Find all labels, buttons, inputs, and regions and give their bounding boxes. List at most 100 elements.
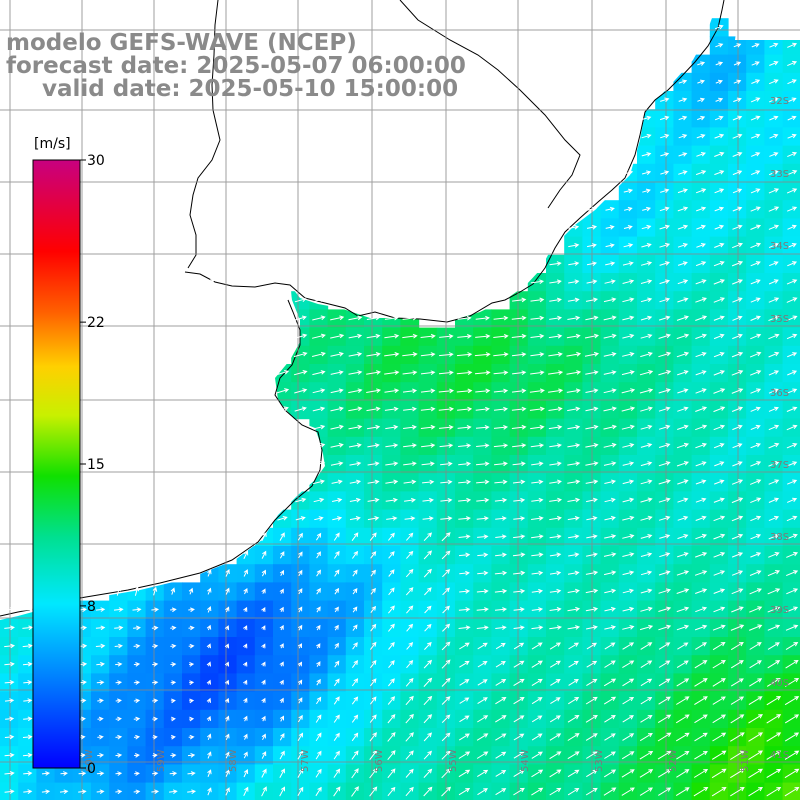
wind-arrow [622, 696, 635, 705]
wind-arrow [750, 497, 762, 504]
wind-arrow [567, 461, 581, 466]
wind-arrow [695, 442, 707, 449]
wind-arrow [423, 786, 433, 797]
wind-arrow [621, 406, 636, 412]
wind-arrow [441, 641, 451, 651]
wind-arrow [585, 696, 598, 705]
wind-arrow [730, 624, 745, 631]
wind-arrow [530, 297, 545, 303]
wind-arrow [751, 152, 761, 157]
wind-arrow [115, 771, 123, 776]
wind-arrow [23, 698, 33, 704]
wind-arrow [713, 606, 726, 613]
wind-arrow [751, 170, 761, 176]
wind-arrow [5, 716, 15, 722]
wind-arrow [715, 43, 724, 48]
wind-arrow [78, 771, 87, 776]
wind-arrow [331, 497, 343, 503]
wind-arrow [768, 552, 780, 558]
wind-arrow [787, 206, 798, 212]
wind-arrow [639, 370, 654, 376]
wind-arrow [733, 79, 742, 85]
title-valid-date: valid date: 2025-05-10 15:00:00 [42, 76, 458, 102]
wind-arrow [402, 352, 418, 357]
wind-arrow [115, 789, 123, 795]
wind-arrow [713, 424, 726, 431]
wind-arrow [297, 786, 304, 797]
wind-arrow [567, 443, 581, 448]
wind-arrow [786, 570, 799, 577]
wind-arrow [439, 334, 454, 339]
wind-arrow [660, 188, 670, 194]
wind-arrow [658, 479, 671, 485]
wind-arrow [695, 552, 708, 558]
wind-arrow [786, 297, 798, 303]
wind-arrow [585, 606, 599, 612]
wind-arrow [784, 696, 800, 706]
wind-arrow [243, 751, 248, 759]
wind-arrow [316, 551, 321, 559]
wind-arrow [787, 352, 798, 358]
wind-arrow [170, 587, 176, 595]
wind-arrow [695, 424, 708, 431]
wind-arrow [22, 607, 34, 612]
wind-arrow [513, 625, 525, 631]
wind-arrow [678, 170, 688, 175]
wind-arrow [695, 352, 707, 358]
wind-arrow [22, 752, 33, 758]
wind-arrow [640, 315, 653, 321]
wind-arrow [695, 297, 707, 303]
wind-arrow [550, 679, 561, 686]
wind-arrow [784, 714, 800, 724]
wind-arrow [640, 660, 653, 669]
wind-arrow [22, 734, 33, 740]
wind-arrow [367, 516, 380, 521]
wind-arrow [386, 516, 398, 521]
wind-arrow [640, 461, 653, 467]
wind-arrow [768, 170, 779, 176]
colorbar-ticks: 0 8 15 22 30 [80, 153, 105, 777]
wind-arrow [714, 115, 724, 121]
wind-arrow [388, 641, 395, 650]
wind-arrow [279, 750, 285, 760]
wind-arrow [622, 443, 635, 448]
wind-arrow [732, 224, 743, 230]
wind-arrow [459, 660, 470, 668]
wind-arrow [585, 315, 599, 321]
wind-arrow [640, 678, 653, 687]
wind-arrow [367, 497, 380, 503]
wind-arrow [603, 315, 617, 321]
colorbar-tick-label: 8 [87, 599, 96, 615]
wind-arrow [623, 225, 633, 230]
wind-arrow [658, 624, 672, 631]
wind-arrow [766, 732, 782, 742]
wind-arrow [568, 243, 580, 248]
wind-arrow [243, 697, 248, 704]
wind-arrow [369, 768, 378, 779]
wind-arrow [438, 370, 454, 376]
wind-arrow [295, 516, 306, 521]
wind-arrow [495, 788, 507, 796]
wind-arrow [750, 333, 762, 340]
wind-arrow [476, 751, 489, 759]
wind-arrow [78, 789, 87, 795]
wind-arrow [279, 532, 285, 541]
wind-arrow [402, 333, 418, 339]
wind-arrow [116, 586, 121, 596]
wind-arrow [657, 750, 672, 760]
wind-arrow [677, 515, 689, 521]
wind-arrow [731, 606, 744, 613]
wind-arrow [334, 569, 340, 577]
wind-arrow [549, 279, 562, 285]
wind-arrow [333, 786, 341, 797]
wind-arrow [132, 607, 142, 613]
wind-arrow [660, 152, 670, 157]
wind-arrow [531, 660, 543, 668]
longitude-label: 60W [84, 749, 95, 772]
wind-arrow [388, 551, 395, 559]
wind-arrow [459, 570, 470, 576]
wind-arrow [677, 370, 689, 376]
wind-arrow [513, 715, 525, 723]
wind-arrow [585, 461, 599, 466]
wind-arrow [405, 695, 414, 706]
